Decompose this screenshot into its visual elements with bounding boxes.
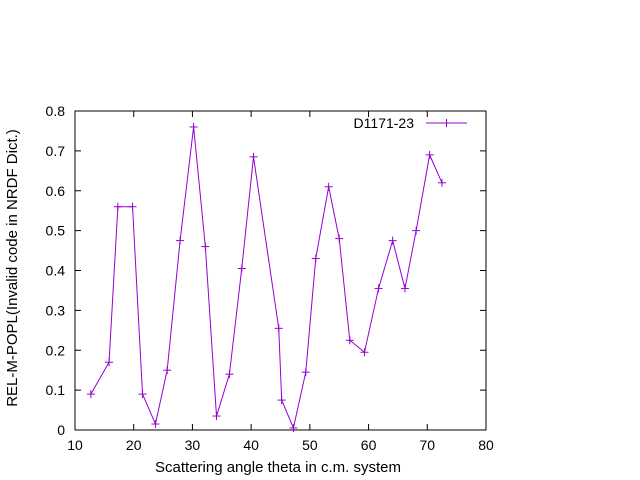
data-point xyxy=(335,234,344,243)
data-point xyxy=(301,368,310,377)
y-tick-label: 0.3 xyxy=(46,302,66,318)
y-tick-label: 0.1 xyxy=(46,382,66,398)
x-tick-label: 50 xyxy=(302,437,318,453)
data-point xyxy=(360,348,369,357)
y-tick-label: 0.8 xyxy=(46,103,66,119)
series-layer xyxy=(86,122,446,433)
data-point xyxy=(86,390,95,399)
x-tick-label: 30 xyxy=(185,437,201,453)
y-tick-label: 0.5 xyxy=(46,223,66,239)
data-point xyxy=(249,152,258,161)
data-point xyxy=(189,122,198,131)
x-tick-label: 40 xyxy=(243,437,259,453)
data-point xyxy=(225,370,234,379)
data-point xyxy=(374,284,383,293)
y-axis-ticks: 0 0.1 0.2 0.3 0.4 0.5 0.6 0.7 0.8 xyxy=(46,103,486,438)
legend: D1171-23 xyxy=(354,115,467,131)
data-point xyxy=(425,150,434,159)
x-axis-ticks: 10 20 30 40 50 60 70 80 xyxy=(67,111,494,453)
data-point xyxy=(105,358,114,367)
x-tick-label: 10 xyxy=(67,437,83,453)
y-tick-label: 0.2 xyxy=(46,342,66,358)
data-point xyxy=(277,396,286,405)
data-point xyxy=(437,178,446,187)
y-tick-label: 0.7 xyxy=(46,143,66,159)
data-point xyxy=(128,202,137,211)
data-point xyxy=(289,424,298,433)
data-point xyxy=(138,390,147,399)
data-point xyxy=(151,420,160,429)
data-point xyxy=(412,226,421,235)
data-point xyxy=(400,284,409,293)
y-tick-label: 0.6 xyxy=(46,183,66,199)
x-axis-label: Scattering angle theta in c.m. system xyxy=(155,459,401,476)
y-axis-label: REL-M-POPL(Invalid code in NRDF Dict.) xyxy=(4,129,21,407)
x-tick-label: 70 xyxy=(419,437,435,453)
data-point xyxy=(201,242,210,251)
data-point xyxy=(324,182,333,191)
x-tick-label: 80 xyxy=(478,437,494,453)
data-point xyxy=(388,236,397,245)
data-point xyxy=(113,202,122,211)
data-point xyxy=(163,366,172,375)
x-tick-label: 60 xyxy=(361,437,377,453)
data-point xyxy=(176,236,185,245)
legend-marker xyxy=(442,119,451,127)
legend-label: D1171-23 xyxy=(354,115,415,131)
data-point xyxy=(212,412,221,421)
y-tick-label: 0 xyxy=(57,422,65,438)
data-point xyxy=(311,254,320,263)
series-line xyxy=(90,126,443,430)
data-point xyxy=(274,324,283,333)
data-point xyxy=(345,336,354,345)
y-tick-label: 0.4 xyxy=(46,263,66,279)
x-tick-label: 20 xyxy=(126,437,142,453)
data-point xyxy=(237,264,246,273)
